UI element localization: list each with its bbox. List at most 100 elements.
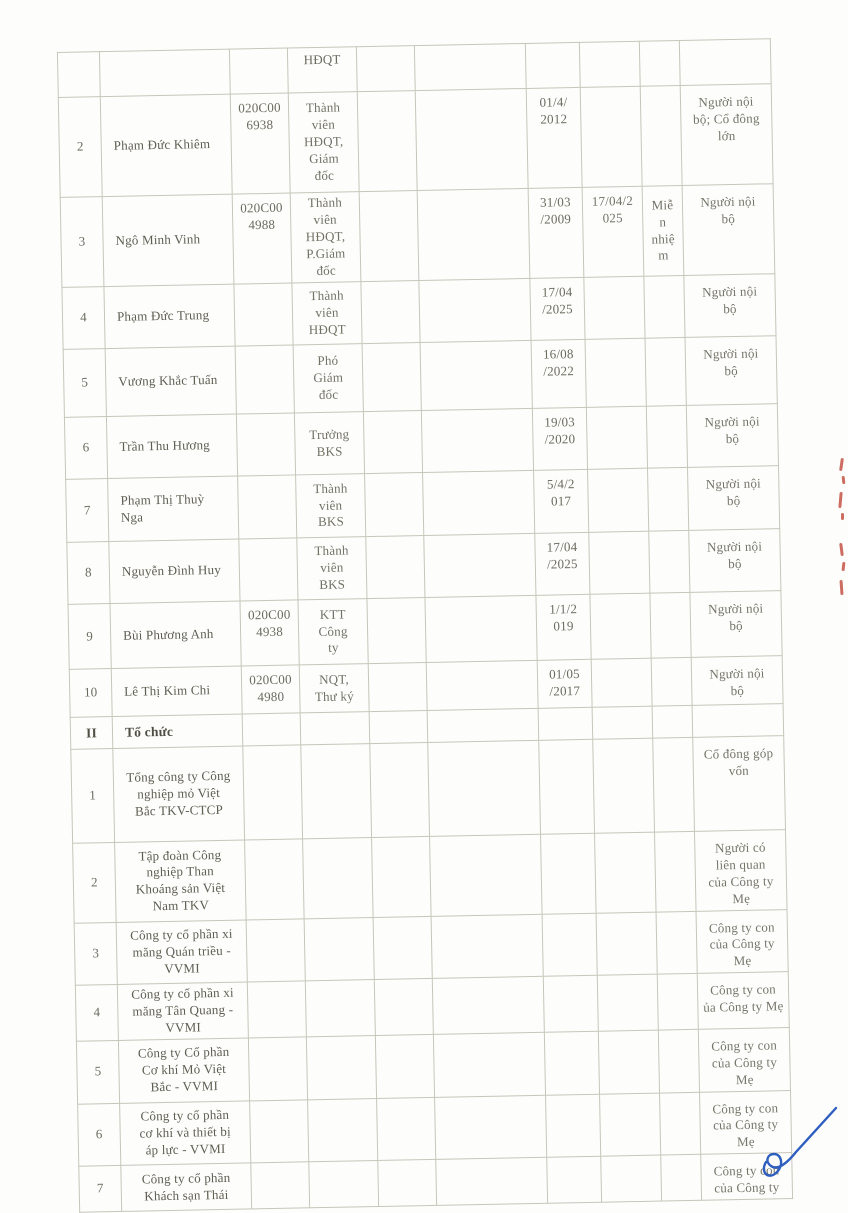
cell-date-appointed [545,1093,601,1158]
cell-note: Miễ n nhiệ m [642,185,684,277]
cell-note [652,737,695,833]
cell-name: Công ty cổ phần xi măng Quán triều - VVM… [116,919,248,985]
cell-row-number: 6 [64,416,108,480]
cell-name: Tập đoàn Công nghiệp Than Khoáng sản Việ… [114,839,247,923]
cell-relationship: Công ty con của Công ty Mẹ [698,1027,791,1092]
cell-date-appointed: 31/03 /2009 [528,187,584,279]
cell-date-appointed [543,975,599,1033]
cell-row-number: 8 [66,541,111,605]
cell-date-appointed: 17/04 /2025 [529,277,586,341]
cell-date-appointed [542,912,598,977]
table-row: 2 Tập đoàn Công nghiệp Than Khoáng sản Vi… [72,829,788,923]
edge-mark [838,491,843,509]
cell-date-appointed [540,833,597,914]
cell-relationship: Người nội bộ [685,335,778,406]
cell-relationship: Người nội bộ [683,273,777,338]
cell-name: Vương Khắc Tuấn [105,346,237,417]
cell-relationship: Công ty con của Công ty Mẹ [696,909,789,974]
cell-empty [362,342,422,412]
cell-date-appointed [525,42,581,89]
cell-row-number: 7 [78,1165,122,1213]
cell-date-resigned [592,738,655,834]
cell-shareholder-code [229,48,289,95]
cell-relationship: Người nội bộ [691,655,784,706]
cell-note [639,40,681,87]
cell-position [308,1160,379,1208]
table-row: 1 Tổng công ty Công nghiệp mỏ Việt Bắc TK… [70,735,786,844]
cell-relationship: Người nội bộ [682,183,775,276]
cell-empty [363,410,423,474]
cell-date-resigned [586,406,648,470]
cell-name: Nguyễn Đình Huy [108,539,240,604]
edge-mark [839,542,844,557]
cell-empty [433,1032,546,1097]
cell-note [649,592,692,659]
edge-mark [841,513,844,520]
cell-date-resigned [592,706,653,740]
cell-relationship: Người nội bộ [689,590,783,658]
cell-shareholder-code [242,744,303,840]
cell-empty [373,915,433,980]
cell-relationship: Cổ đông góp vốn [692,735,786,832]
cell-date-appointed: 1/1/2 019 [535,594,592,661]
cell-empty [374,978,434,1036]
cell-empty [364,472,424,537]
cell-name: Tổng công ty Công nghiệp mỏ Việt Bắc TKV… [112,746,245,843]
cell-position: KTT Công ty [297,598,369,665]
cell-date-appointed: 5/4/2 017 [533,469,589,534]
cell-row-number: 2 [58,96,103,198]
cell-position: Thành viên BKS [295,473,366,538]
cell-date-resigned [598,1029,660,1094]
cell-empty [414,43,527,91]
cell-position: Thành viên BKS [296,536,367,600]
cell-date-resigned [597,974,659,1032]
cell-note [659,1091,701,1156]
related-parties-table: HĐQT 2 Phạm Đức Khiêm 020C00 6938 Thành viên… [57,38,793,1213]
cell-shareholder-code [237,474,297,540]
cell-note [656,910,698,975]
cell-note [657,973,699,1030]
cell-date-resigned [587,468,649,533]
cell-shareholder-code [238,537,298,602]
table-body: HĐQT 2 Phạm Đức Khiêm 020C00 6938 Thành viên… [57,38,793,1213]
cell-name: Bùi Phương Anh [110,601,242,669]
cell-position: HĐQT [287,46,358,94]
cell-row-number: 9 [68,603,112,670]
cell-empty [377,1159,437,1207]
cell-row-number: 6 [77,1103,121,1167]
cell-date-resigned [589,593,652,660]
cell-name: Trần Thu Hương [106,414,238,479]
cell-relationship: Người nội bộ [688,528,781,593]
cell-shareholder-code [236,412,296,477]
cell-note [658,1029,700,1093]
cell-date-resigned [594,832,657,913]
cell-relationship: Người nội bộ [687,465,780,531]
cell-empty [357,90,418,192]
cell-name: Phạm Thị Thuỳ Nga [107,476,239,542]
cell-date-resigned [596,911,658,976]
cell-row-number: 1 [70,748,115,844]
cell-name: Ngô Minh Vinh [102,194,234,287]
cell-name: Phạm Đức Khiêm [100,94,233,197]
cell-position: Thành viên HĐQT, Giám đốc [288,91,360,193]
cell-empty [423,533,536,598]
cell-relationship: Công ty con ủa Công ty Mẹ [697,971,790,1030]
cell-empty [415,88,529,191]
cell-empty [431,913,544,979]
cell-date-appointed: 01/05 /2017 [537,659,593,709]
cell-empty [376,1096,436,1161]
cell-row-number: 4 [75,984,119,1042]
cell-date-appointed: 19/03 /2020 [532,407,588,471]
cell-date-appointed: 16/08 /2022 [531,339,587,409]
cell-date-resigned [579,41,641,88]
table-row: 3 Ngô Minh Vinh 020C00 4988 Thành viên HĐQT… [60,183,775,288]
cell-relationship: Người nội bộ; Cổ đông lớn [680,83,774,186]
cell-note [643,275,686,339]
signature [762,1106,838,1177]
cell-shareholder-code [235,344,295,415]
cell-position: NQT, Thư ký [299,663,370,713]
cell-name: Công ty cổ phần Khách sạn Thái [120,1163,252,1212]
cell-date-appointed [544,1031,600,1095]
cell-empty [375,1034,435,1099]
cell-empty [418,278,532,343]
